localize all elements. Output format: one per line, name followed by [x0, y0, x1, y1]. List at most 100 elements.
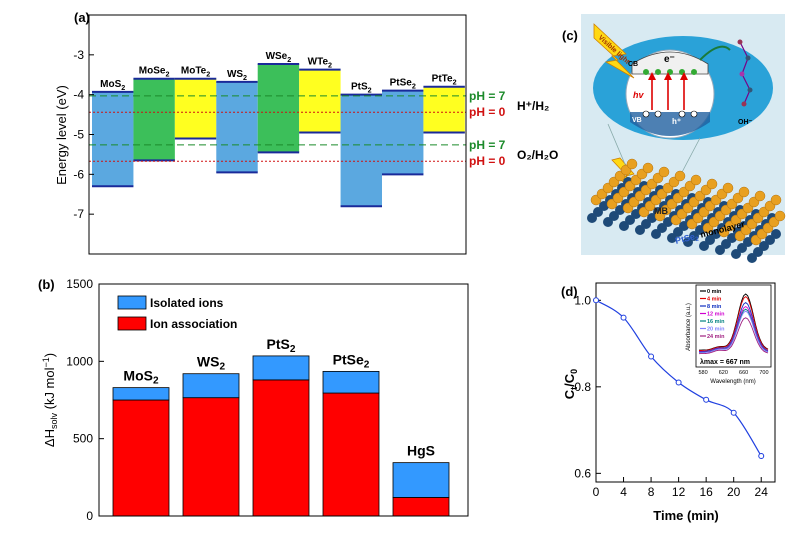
lattice-atom-gold	[626, 158, 638, 170]
zoom-line-right	[679, 137, 701, 177]
reference-line-labels: pH = 7 pH = 0 pH = 7 pH = 0	[469, 89, 506, 168]
material-label: WSe2	[266, 51, 292, 64]
y-tick-label: -3	[73, 48, 84, 62]
inset-x-tick-label: 660	[739, 370, 748, 376]
stacked-bar-segment	[322, 392, 380, 517]
y-tick-label: -6	[73, 167, 84, 181]
x-tick-label: 24	[755, 485, 769, 499]
inset-spectrum-line	[699, 310, 769, 354]
inset-x-tick-label: 700	[759, 370, 768, 376]
y-tick-label: 1500	[66, 277, 93, 291]
legend-label-isolated: Isolated ions	[150, 296, 224, 310]
panel-c-photocatalysis-illustration: (c) CB VB e⁻ h⁺ hv	[562, 14, 786, 263]
panel-b-label: (b)	[38, 277, 55, 292]
band-bars	[92, 62, 465, 208]
hydroxide-label: OH⁻	[738, 119, 753, 126]
legend-swatch-isolated	[117, 295, 147, 310]
panel-b-solvation-enthalpy: (b) 0 500 1000 1500 ΔHsolv (kJ mol−1) MoS2 W…	[38, 277, 469, 523]
vb-label: VB	[632, 117, 642, 124]
stacked-bar-segment	[392, 462, 450, 498]
material-label: WS2	[227, 69, 247, 82]
y-tick-label: 1.0	[574, 293, 591, 307]
lattice-atom-gold	[738, 186, 750, 198]
cb-label: CB	[628, 61, 638, 68]
panel-b-y-axis-title: ΔHsolv (kJ mol−1)	[41, 353, 59, 447]
stacked-bar-segment	[252, 379, 310, 517]
stacked-bars	[112, 355, 450, 517]
inset-legend-label: 0 min	[707, 289, 722, 295]
redox-reference-lines	[89, 95, 466, 162]
y-tick-label: 0.8	[574, 380, 591, 394]
mb-molecule-icon	[737, 39, 753, 107]
lattice-atom-gold	[642, 162, 654, 174]
stacked-bar-segment	[182, 373, 240, 399]
reference-line-label: pH = 0	[469, 105, 506, 119]
conduction-band-shape	[631, 51, 709, 75]
band-bar	[92, 91, 134, 187]
bar-category-label: WS2	[197, 354, 226, 373]
stacked-bar-segment	[252, 355, 310, 381]
degradation-points	[593, 297, 765, 460]
hole-dots	[642, 110, 698, 118]
inset-lambda-max: λmax = 667 nm	[700, 358, 750, 366]
material-label: MoS2	[100, 79, 125, 92]
h-couple-label: H⁺/H₂	[517, 99, 549, 113]
reference-line-label: pH = 7	[469, 89, 506, 103]
inset-spectrum-line	[698, 317, 769, 355]
x-tick-label: 12	[672, 485, 686, 499]
panel-b-frame	[98, 283, 469, 517]
inset-spectrum-line	[699, 302, 769, 352]
y-tick-label: -4	[73, 88, 84, 102]
legend-swatch-association	[117, 316, 147, 331]
material-label: MoTe2	[181, 66, 210, 79]
degradation-point	[648, 353, 655, 360]
panel-d-axes: 0 4 8 12 16 20 24 0.6 0.8 1.0	[574, 293, 768, 499]
panel-a-y-axis: -3 -4 -5 -6 -7	[73, 48, 94, 221]
x-tick-label: 20	[727, 485, 741, 499]
lattice-atom-gold	[690, 174, 702, 186]
lattice-atom-dark	[771, 229, 781, 239]
bar-category-labels: MoS2 WS2 PtS2 PtSe2 HgS	[123, 336, 435, 459]
lattice-atom-gold	[706, 178, 718, 190]
panel-d-label: (d)	[561, 284, 578, 299]
stacked-bar-segment	[112, 399, 170, 517]
bar-category-label: PtS2	[267, 336, 296, 355]
monolayer-subscript: 2	[695, 236, 700, 243]
electron-label: e⁻	[664, 54, 675, 65]
reference-line-label: pH = 0	[469, 154, 506, 168]
inset-x-tick-label: 620	[719, 370, 728, 376]
y-tick-label: -7	[73, 207, 84, 221]
band-bar	[382, 90, 424, 175]
reference-line-label: pH = 7	[469, 138, 506, 152]
excitation-arrows	[648, 72, 688, 110]
inset-legend-label: 8 min	[707, 304, 722, 310]
mb-label: MB	[654, 206, 668, 216]
inset-legend-label: 24 min	[707, 334, 725, 340]
y-tick-label: 0.6	[574, 466, 591, 480]
inset-legend-label: 16 min	[707, 319, 725, 325]
x-tick-label: 16	[699, 485, 713, 499]
degradation-point	[675, 379, 682, 386]
x-tick-label: 8	[648, 485, 655, 499]
panel-a-y-axis-title: Energy level (eV)	[54, 85, 69, 185]
material-label: PtSe2	[390, 78, 416, 91]
lattice-atom-gold	[774, 210, 786, 222]
material-labels: MoS2 MoSe2 MoTe2 WS2 WSe2 WTe2 PtS2 PtSe2 PtTe2	[100, 51, 456, 95]
band-bar	[423, 86, 465, 133]
band-bar	[216, 81, 258, 173]
hv-label: hv	[633, 90, 644, 100]
panel-d-frame	[595, 282, 776, 483]
panel-d-y-axis-title: Ct/C0	[562, 369, 579, 399]
panel-c-label: (c)	[562, 28, 578, 43]
degradation-point	[730, 409, 737, 416]
band-bar	[174, 78, 217, 139]
electron-transfer-arrow	[699, 45, 731, 61]
ptse2-lattice	[587, 158, 786, 263]
y-tick-label: -5	[73, 128, 84, 142]
degradation-point	[758, 453, 765, 460]
degradation-point	[620, 314, 627, 321]
hole-label: h⁺	[672, 117, 681, 126]
